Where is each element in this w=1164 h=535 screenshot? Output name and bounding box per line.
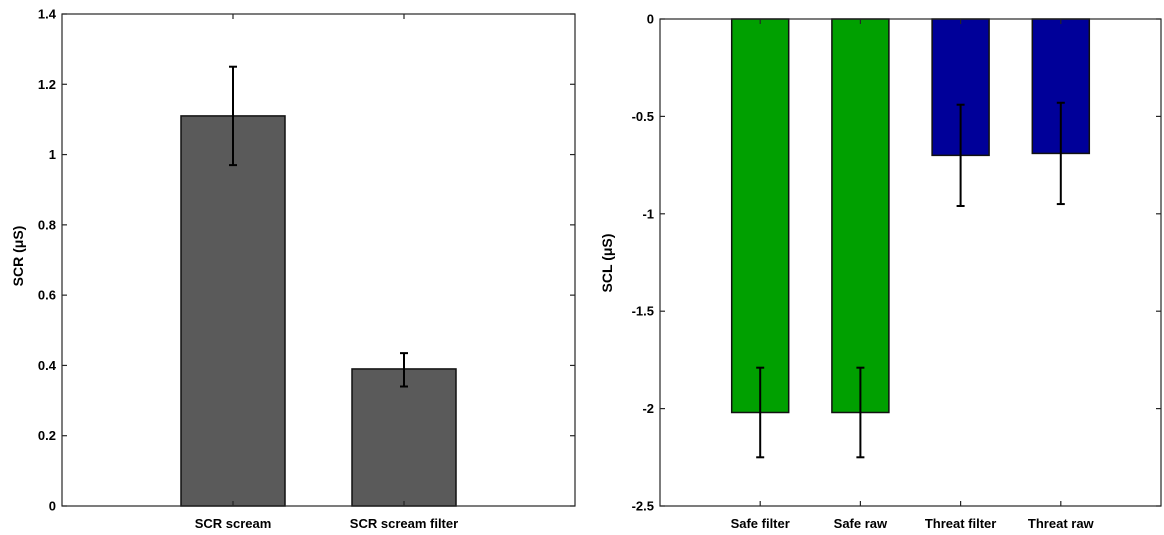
chart-scl-bar: [730, 18, 790, 414]
chart-scl-axes-box: [659, 18, 1162, 507]
chart-scl-ytick-label: -0.5: [632, 109, 654, 124]
chart-scl-error-bar: [956, 103, 965, 208]
chart-scr-error-bar: [229, 65, 237, 167]
chart-scl-xtick-label: Safe filter: [731, 516, 790, 531]
chart-scr-xtick-label: SCR scream: [195, 516, 272, 531]
chart-scl-ylabel: SCL (μS): [599, 234, 615, 293]
chart-scl-xtick-label: Threat raw: [1028, 516, 1095, 531]
chart-scr-ytick-label: 0: [49, 499, 56, 514]
chart-scl-xticks: Safe filter Safe raw Threat filter Threat r…: [731, 19, 1095, 531]
chart-scr-ytick-label: 1: [49, 147, 56, 162]
chart-scr-ytick-label: 1.4: [38, 7, 57, 22]
chart-scr-error-bars: [229, 65, 408, 388]
chart-scl-ytick-label: 0: [647, 12, 654, 27]
chart-scr-ytick-label: 0.6: [38, 288, 56, 303]
chart-scl-ytick-label: -1.5: [632, 304, 654, 319]
chart-scr-ytick-label: 0.8: [38, 217, 56, 232]
chart-scl-error-bars: [756, 101, 1065, 459]
chart-scl-ytick-label: -1: [642, 206, 654, 221]
chart-scr-yticks: 0 0.2 0.4 0.6 0.8 1 1.2 1.4: [38, 7, 575, 514]
chart-scl-ytick-label: -2: [642, 401, 654, 416]
chart-scr-ylabel: SCR (μS): [10, 226, 26, 287]
chart-scr-bar: [180, 115, 286, 507]
chart-scl-xtick-label: Safe raw: [834, 516, 888, 531]
chart-scr-error-bar: [400, 352, 408, 388]
chart-scl: SCL (μS) -2.5-2-1.5-1-0.50 Safe filter Sa…: [599, 12, 1162, 531]
chart-scr: SCR (μS) 0 0.2 0.4 0.6 0.8 1 1.2 1.4 SCR scream…: [10, 7, 576, 531]
chart-scl-bar: [831, 18, 890, 414]
chart-scl-ytick-label: -2.5: [632, 499, 654, 514]
chart-scl-error-bar: [1056, 101, 1065, 206]
chart-scr-bar: [351, 368, 457, 507]
chart-scr-axes-box: [61, 13, 576, 507]
chart-scr-ytick-label: 0.4: [38, 358, 57, 373]
chart-scl-error-bar: [756, 366, 765, 459]
chart-scl-xtick-label: Threat filter: [925, 516, 997, 531]
chart-scr-ytick-label: 0.2: [38, 428, 56, 443]
chart-scl-error-bar: [856, 366, 865, 459]
chart-scr-xtick-label: SCR scream filter: [350, 516, 458, 531]
chart-scr-xticks: SCR scream SCR scream filter: [195, 14, 458, 531]
chart-scr-ytick-label: 1.2: [38, 77, 56, 92]
chart-scr-bars: [180, 115, 457, 507]
